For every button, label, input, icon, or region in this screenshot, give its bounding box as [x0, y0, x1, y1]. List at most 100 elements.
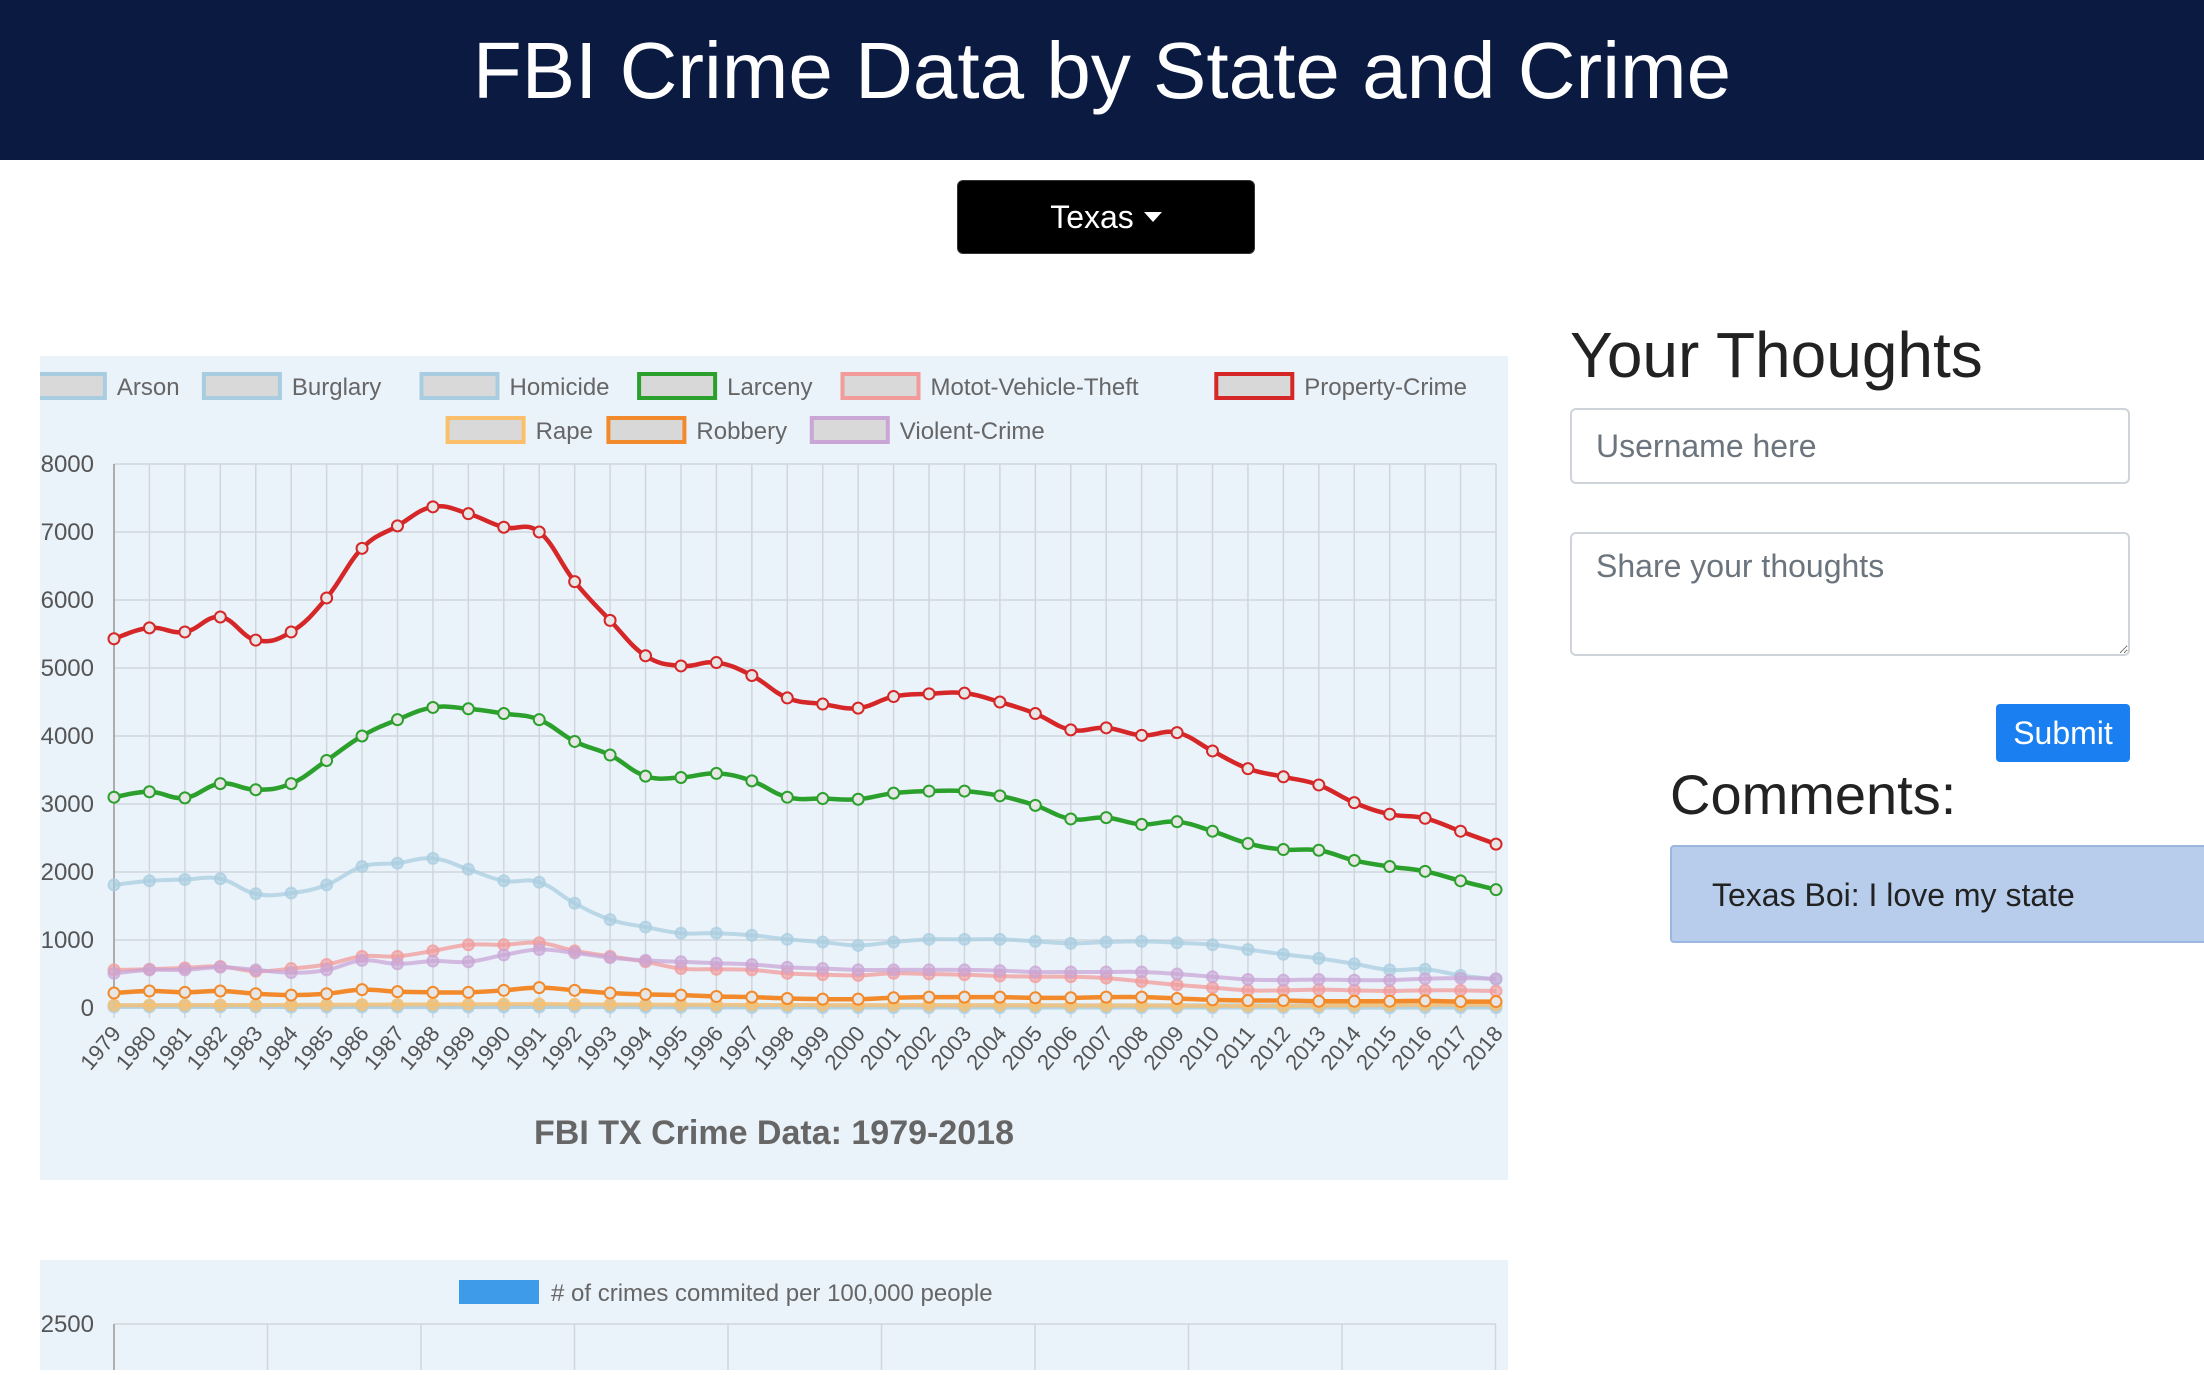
x-tick-label: 1982 [182, 1021, 233, 1075]
data-point-property-crime [532, 525, 546, 539]
data-point-violent-crime [355, 953, 369, 967]
crime-line-chart-svg: Arson Burglary Homicide Larceny Motot-Vehicl… [26, 372, 1508, 1152]
x-tick-label: 1996 [678, 1021, 729, 1075]
data-point-property-crime [1347, 796, 1361, 810]
data-point-violent-crime [390, 957, 404, 971]
series-line-rape [113, 1001, 1497, 1008]
data-point-violent-crime [1028, 965, 1042, 979]
data-point-larceny [1347, 853, 1361, 867]
data-point-burglary [178, 872, 192, 886]
y-tick-label: 0 [81, 995, 94, 1022]
data-point-property-crime [426, 500, 440, 514]
data-point-burglary [107, 878, 121, 892]
data-point-larceny [497, 707, 511, 721]
data-point-burglary [532, 875, 546, 889]
data-point-burglary [922, 932, 936, 946]
data-point-property-crime [1454, 824, 1468, 838]
data-point-motot-vehicle-theft [1170, 978, 1184, 992]
data-point-rape [532, 997, 546, 1011]
data-point-larceny [1454, 874, 1468, 888]
data-point-burglary [1099, 935, 1113, 949]
username-input[interactable] [1570, 408, 2130, 484]
data-point-motot-vehicle-theft [1206, 981, 1220, 995]
data-point-burglary [1312, 951, 1326, 965]
data-point-property-crime [178, 625, 192, 639]
data-point-larceny [674, 770, 688, 784]
data-point-property-crime [142, 621, 156, 635]
thoughts-textarea[interactable] [1570, 532, 2130, 656]
data-point-larceny [461, 702, 475, 716]
data-point-violent-crime [320, 963, 334, 977]
data-point-violent-crime [284, 966, 298, 980]
data-point-robbery [107, 986, 121, 1000]
data-point-robbery [816, 992, 830, 1006]
data-point-violent-crime [1170, 967, 1184, 981]
data-point-robbery [461, 985, 475, 999]
data-point-larceny [178, 791, 192, 805]
legend-label: Homicide [510, 374, 610, 401]
data-point-robbery [887, 991, 901, 1005]
data-point-burglary [709, 926, 723, 940]
state-dropdown-button[interactable]: Texas [957, 180, 1255, 254]
data-point-property-crime [1099, 721, 1113, 735]
data-point-burglary [745, 928, 759, 942]
data-point-violent-crime [532, 943, 546, 957]
data-point-motot-vehicle-theft [461, 938, 475, 952]
data-point-violent-crime [639, 953, 653, 967]
data-point-larceny [1312, 843, 1326, 857]
x-tick-label: 2013 [1280, 1021, 1331, 1075]
series-line-violent-crime [113, 947, 1497, 983]
x-tick-label: 2018 [1457, 1021, 1508, 1075]
data-point-motot-vehicle-theft [1489, 984, 1503, 998]
submit-button[interactable]: Submit [1996, 704, 2130, 762]
data-point-property-crime [887, 690, 901, 704]
data-point-robbery [1206, 993, 1220, 1007]
data-point-robbery [532, 981, 546, 995]
data-point-property-crime [213, 610, 227, 624]
x-tick-label: 1985 [288, 1021, 339, 1075]
data-point-robbery [1454, 995, 1468, 1009]
data-point-rape [178, 998, 192, 1012]
data-point-property-crime [1028, 707, 1042, 721]
x-tick-label: 2003 [926, 1021, 977, 1075]
data-point-property-crime [461, 507, 475, 521]
data-point-violent-crime [745, 957, 759, 971]
legend-swatch [1214, 372, 1295, 400]
data-point-robbery [284, 988, 298, 1002]
x-tick-label: 1991 [500, 1021, 551, 1075]
data-point-rape [213, 998, 227, 1012]
x-tick-label: 1998 [748, 1021, 799, 1075]
data-point-robbery [178, 985, 192, 999]
data-point-rape [107, 998, 121, 1012]
data-point-violent-crime [1418, 972, 1432, 986]
x-tick-label: 1983 [217, 1021, 268, 1075]
data-point-robbery [745, 990, 759, 1004]
data-point-robbery [213, 984, 227, 998]
comment-text: Texas Boi: I love my state [1712, 877, 2075, 913]
data-point-larceny [816, 792, 830, 806]
x-tick-label: 1980 [111, 1021, 162, 1075]
y-tick-label: 2000 [41, 859, 94, 886]
x-tick-label: 2000 [819, 1021, 870, 1075]
legend-label: Rape [536, 418, 593, 445]
series-line-burglary [113, 856, 1497, 982]
x-tick-label: 1999 [784, 1021, 835, 1075]
data-point-burglary [355, 860, 369, 874]
x-tick-label: 1986 [323, 1021, 374, 1075]
data-point-violent-crime [142, 963, 156, 977]
data-point-burglary [497, 874, 511, 888]
data-point-violent-crime [213, 960, 227, 974]
legend-swatch [419, 372, 500, 400]
data-point-violent-crime [568, 946, 582, 960]
comment-item: Texas Boi: I love my state [1670, 845, 2204, 943]
data-point-larceny [532, 713, 546, 727]
y-tick-label: 1000 [41, 927, 94, 954]
data-point-larceny [603, 748, 617, 762]
x-tick-label: 2015 [1351, 1021, 1402, 1075]
x-tick-label: 1981 [146, 1021, 197, 1075]
data-point-burglary [1064, 936, 1078, 950]
data-point-burglary [887, 935, 901, 949]
data-point-violent-crime [1064, 965, 1078, 979]
data-point-burglary [1276, 947, 1290, 961]
data-point-larceny [780, 790, 794, 804]
